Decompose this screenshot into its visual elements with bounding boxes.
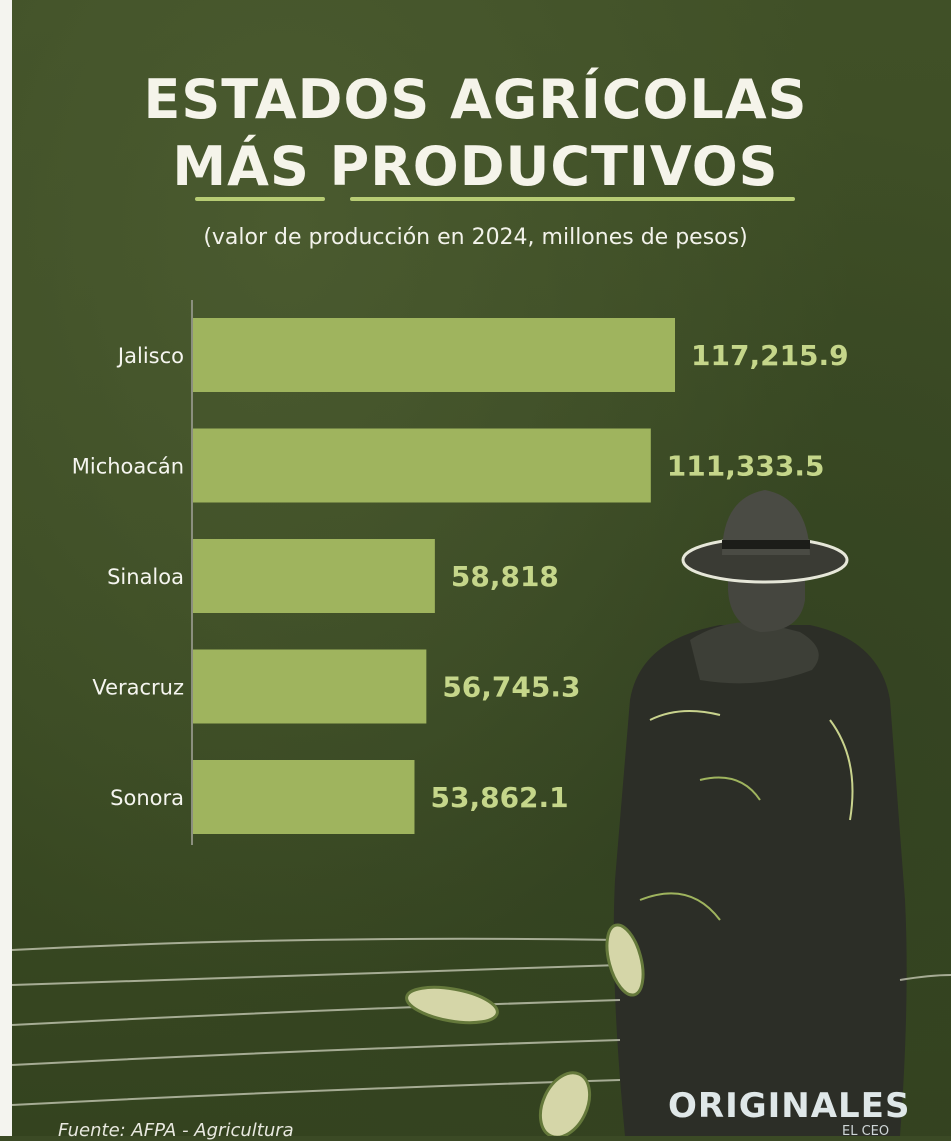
brand-subtitle: EL CEO bbox=[842, 1124, 890, 1139]
category-label: Jalisco bbox=[116, 344, 184, 368]
bar-0 bbox=[193, 318, 675, 392]
bar-3 bbox=[193, 649, 427, 724]
title-underline-left bbox=[195, 197, 325, 201]
category-label: Veracruz bbox=[92, 676, 184, 700]
category-label: Sinaloa bbox=[107, 565, 184, 589]
bar-4 bbox=[193, 760, 415, 834]
field-rows bbox=[11, 937, 951, 1106]
title-line-1: ESTADOS AGRÍCOLAS bbox=[143, 68, 808, 131]
chart-subtitle: (valor de producción en 2024, millones d… bbox=[203, 225, 748, 250]
category-label: Sonora bbox=[110, 786, 184, 810]
corn-cob-1 bbox=[405, 985, 499, 1025]
value-label: 56,745.3 bbox=[442, 671, 580, 704]
value-label: 58,818 bbox=[451, 560, 559, 593]
bar-1 bbox=[193, 428, 651, 503]
farmer-illustration bbox=[613, 490, 907, 1136]
left-border-strip bbox=[0, 0, 12, 1136]
corn-cob-3 bbox=[538, 1071, 592, 1136]
bar-2 bbox=[193, 539, 435, 613]
source-note: Fuente: AFPA - Agricultura bbox=[58, 1120, 294, 1141]
category-label: Michoacán bbox=[72, 455, 184, 479]
value-label: 117,215.9 bbox=[691, 339, 849, 372]
value-label: 111,333.5 bbox=[667, 450, 825, 483]
brand-logo-text: ORIGINALES bbox=[668, 1086, 911, 1126]
value-label: 53,862.1 bbox=[430, 781, 568, 814]
title-line-2: MÁS PRODUCTIVOS bbox=[172, 135, 779, 198]
corn-cob-2 bbox=[605, 923, 645, 997]
title-underline-right bbox=[350, 197, 795, 201]
